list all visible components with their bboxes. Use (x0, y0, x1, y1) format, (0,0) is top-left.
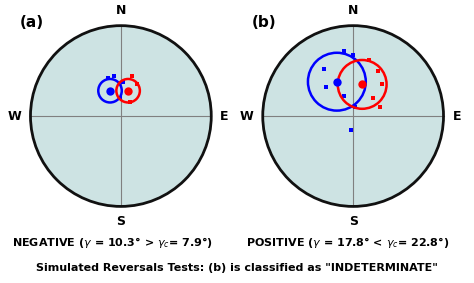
Text: NEGATIVE ($\gamma$ = 10.3° > $\gamma_c$= 7.9°): NEGATIVE ($\gamma$ = 10.3° > $\gamma_c$=… (12, 235, 213, 250)
Text: N: N (348, 4, 358, 17)
Text: E: E (453, 110, 461, 123)
Text: POSITIVE ($\gamma$ = 17.8° < $\gamma_c$= 22.8°): POSITIVE ($\gamma$ = 17.8° < $\gamma_c$=… (246, 235, 450, 250)
Circle shape (30, 26, 211, 206)
Text: S: S (349, 215, 357, 228)
Text: S: S (117, 215, 125, 228)
Text: (a): (a) (19, 15, 44, 30)
Text: (b): (b) (252, 15, 276, 30)
Circle shape (263, 26, 444, 206)
Text: N: N (116, 4, 126, 17)
Text: W: W (240, 110, 254, 123)
Text: E: E (220, 110, 229, 123)
Text: W: W (8, 110, 21, 123)
Text: Simulated Reversals Tests: (b) is classified as "INDETERMINATE": Simulated Reversals Tests: (b) is classi… (36, 263, 438, 273)
